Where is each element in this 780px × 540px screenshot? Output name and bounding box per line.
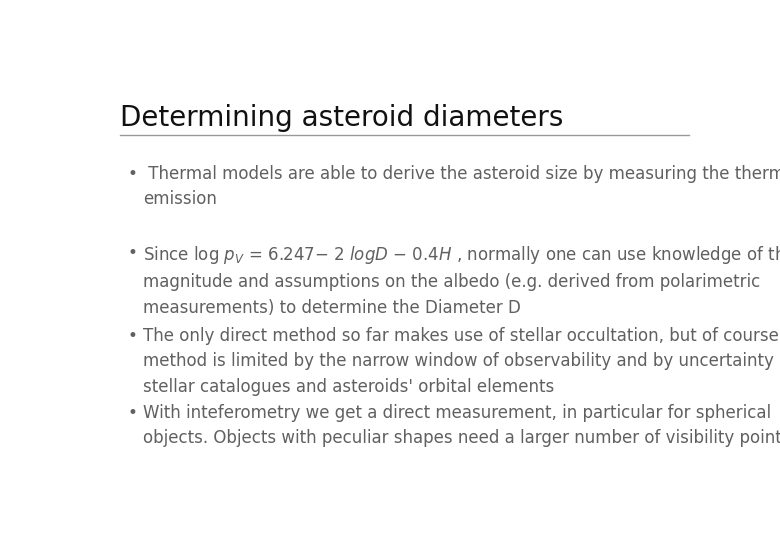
Text: The only direct method so far makes use of stellar occultation, but of course th: The only direct method so far makes use … xyxy=(143,327,780,396)
Text: •: • xyxy=(128,327,137,345)
Text: •: • xyxy=(128,404,137,422)
Text: Determining asteroid diameters: Determining asteroid diameters xyxy=(120,104,564,132)
Text: •: • xyxy=(128,244,137,261)
Text: •: • xyxy=(128,165,137,183)
Text: Since log $p_V$ = 6.247− 2 $\it{logD}$ − 0.4$\it{H}$ , normally one can use know: Since log $p_V$ = 6.247− 2 $\it{logD}$ −… xyxy=(143,244,780,317)
Text: With inteferometry we get a direct measurement, in particular for spherical
obje: With inteferometry we get a direct measu… xyxy=(143,404,780,447)
Text: Thermal models are able to derive the asteroid size by measuring the thermal
emi: Thermal models are able to derive the as… xyxy=(143,165,780,208)
